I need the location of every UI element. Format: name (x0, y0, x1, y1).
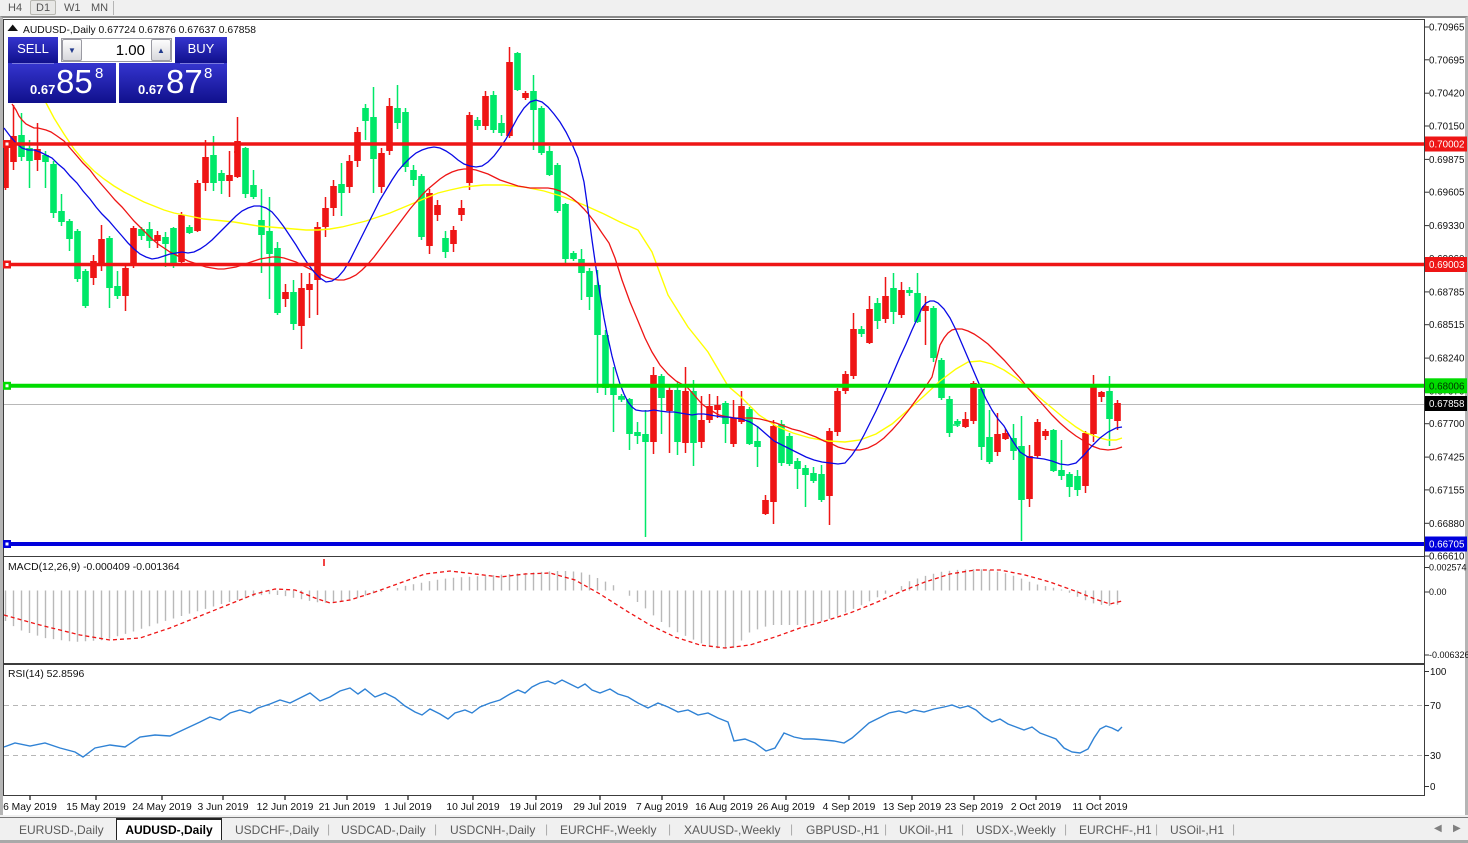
svg-text:13 Sep 2019: 13 Sep 2019 (883, 802, 942, 813)
svg-text:19 Jul 2019: 19 Jul 2019 (509, 802, 563, 813)
svg-text:100: 100 (1430, 667, 1447, 678)
svg-text:0.68006: 0.68006 (1429, 381, 1465, 392)
svg-text:11 Oct 2019: 11 Oct 2019 (1072, 802, 1128, 813)
svg-text:23 Sep 2019: 23 Sep 2019 (945, 802, 1004, 813)
svg-text:0.70150: 0.70150 (1429, 122, 1465, 133)
svg-text:0.69330: 0.69330 (1429, 221, 1465, 232)
svg-text:0.68515: 0.68515 (1429, 320, 1465, 331)
svg-text:29 Jul 2019: 29 Jul 2019 (573, 802, 627, 813)
svg-text:0.002574: 0.002574 (1429, 563, 1467, 573)
svg-text:RSI(14) 52.8596: RSI(14) 52.8596 (8, 669, 84, 680)
svg-text:4 Sep 2019: 4 Sep 2019 (823, 802, 876, 813)
svg-text:-0.006326: -0.006326 (1429, 650, 1468, 660)
svg-text:0.68240: 0.68240 (1429, 354, 1465, 365)
svg-text:6 May 2019: 6 May 2019 (3, 802, 57, 813)
svg-text:1 Jul 2019: 1 Jul 2019 (384, 802, 432, 813)
svg-text:0.69605: 0.69605 (1429, 188, 1465, 199)
svg-text:0.66880: 0.66880 (1429, 519, 1465, 530)
svg-text:16 Aug 2019: 16 Aug 2019 (695, 802, 753, 813)
svg-text:0.69003: 0.69003 (1429, 260, 1465, 271)
svg-text:21 Jun 2019: 21 Jun 2019 (319, 802, 376, 813)
svg-text:0.70965: 0.70965 (1429, 23, 1465, 34)
svg-text:0.70695: 0.70695 (1429, 55, 1465, 66)
svg-text:0.67425: 0.67425 (1429, 453, 1465, 464)
svg-text:MACD(12,26,9) -0.000409 -0.001: MACD(12,26,9) -0.000409 -0.001364 (8, 562, 180, 573)
svg-text:0.68785: 0.68785 (1429, 287, 1465, 298)
svg-text:0.66610: 0.66610 (1429, 552, 1465, 563)
svg-text:0.67858: 0.67858 (1429, 399, 1465, 410)
svg-text:12 Jun 2019: 12 Jun 2019 (257, 802, 314, 813)
svg-text:0.70002: 0.70002 (1429, 140, 1464, 151)
svg-text:3 Jun 2019: 3 Jun 2019 (198, 802, 249, 813)
svg-text:15 May 2019: 15 May 2019 (66, 802, 126, 813)
svg-text:0.69875: 0.69875 (1429, 155, 1465, 166)
svg-text:7 Aug 2019: 7 Aug 2019 (636, 802, 688, 813)
svg-text:24 May 2019: 24 May 2019 (132, 802, 192, 813)
svg-text:10 Jul 2019: 10 Jul 2019 (446, 802, 500, 813)
svg-text:0.66705: 0.66705 (1429, 540, 1465, 551)
svg-text:0.00: 0.00 (1429, 587, 1447, 597)
svg-text:0: 0 (1430, 782, 1436, 793)
svg-text:2 Oct 2019: 2 Oct 2019 (1011, 802, 1062, 813)
svg-text:0.67700: 0.67700 (1429, 419, 1465, 430)
svg-text:0.70420: 0.70420 (1429, 89, 1465, 100)
svg-text:30: 30 (1430, 751, 1441, 762)
svg-text:26 Aug 2019: 26 Aug 2019 (757, 802, 815, 813)
svg-text:0.67155: 0.67155 (1429, 485, 1465, 496)
svg-text:70: 70 (1430, 701, 1441, 712)
svg-text:AUDUSD-,Daily 0.67724 0.67876: AUDUSD-,Daily 0.67724 0.67876 0.67637 0.… (23, 25, 256, 36)
